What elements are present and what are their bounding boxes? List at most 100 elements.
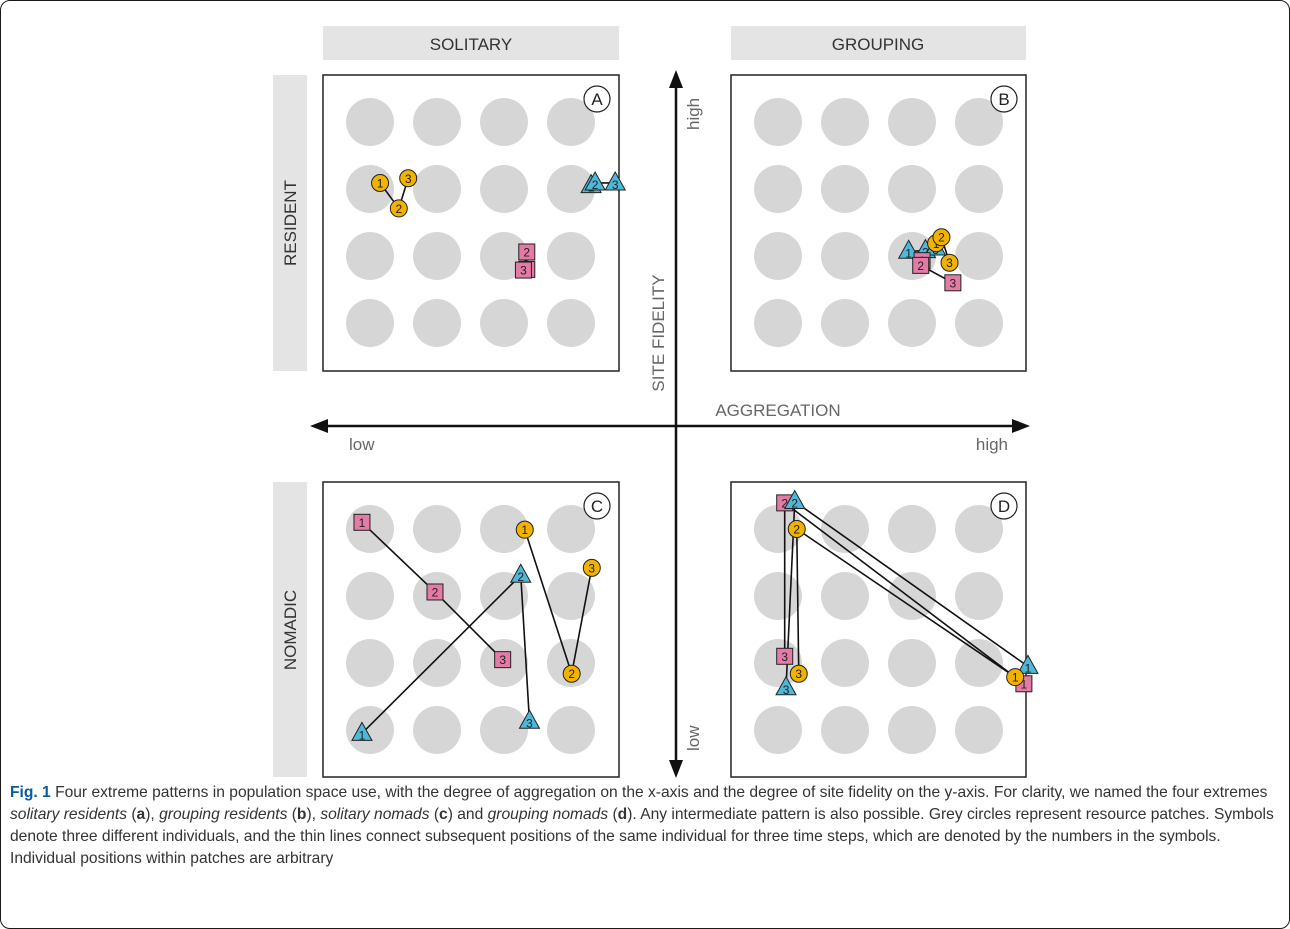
resource-patch xyxy=(821,706,869,754)
resource-patch xyxy=(480,505,528,553)
resource-patch xyxy=(547,165,595,213)
step-number-label: 2 xyxy=(523,245,530,259)
caption-punct: ( xyxy=(287,806,297,823)
resource-patch xyxy=(955,165,1003,213)
individual-circle-step-3 xyxy=(789,664,808,683)
step-number-label: 3 xyxy=(520,264,527,278)
step-number-label: 2 xyxy=(395,202,402,216)
resource-patch xyxy=(821,232,869,280)
step-number-label: 3 xyxy=(946,256,953,270)
resource-patch xyxy=(821,505,869,553)
resource-patch xyxy=(480,572,528,620)
site-fidelity-label: SITE FIDELITY xyxy=(649,274,668,391)
caption-panel-ref-d: d xyxy=(617,806,628,823)
caption-punct: ( xyxy=(429,806,440,823)
resource-patch xyxy=(888,639,936,687)
individual-circle-step-3 xyxy=(940,253,959,272)
caption-term-solitary-residents: solitary residents xyxy=(10,806,127,823)
step-number-label: 1 xyxy=(1021,677,1028,691)
resource-patch xyxy=(346,299,394,347)
individual-circle-step-1 xyxy=(371,173,390,192)
panel-letter: C xyxy=(591,497,603,516)
resource-patch xyxy=(480,299,528,347)
nomadic-header-band xyxy=(273,482,307,777)
step-number-label: 3 xyxy=(588,561,595,575)
resource-patch xyxy=(413,505,461,553)
step-number-label: 1 xyxy=(1012,671,1019,685)
resource-patch xyxy=(821,165,869,213)
individual-square-step-2 xyxy=(518,243,536,261)
resource-patch xyxy=(888,165,936,213)
aggregation-label: AGGREGATION xyxy=(715,401,840,420)
caption-panel-ref-b: b xyxy=(296,806,307,823)
individual-square-step-1 xyxy=(353,513,371,531)
individual-triangle-step-2 xyxy=(783,489,806,510)
resource-patch xyxy=(754,232,802,280)
resource-patch xyxy=(955,232,1003,280)
individual-triangle-step-3 xyxy=(775,675,797,696)
caption-panel-ref-c: c xyxy=(439,806,448,823)
aggregation-axis xyxy=(310,419,1030,433)
resource-patch xyxy=(547,299,595,347)
caption-punct: ( xyxy=(608,806,618,823)
resource-patch xyxy=(955,639,1003,687)
step-number-label: 3 xyxy=(781,650,788,664)
panel-solitary-residents: A123123123 xyxy=(322,74,627,372)
solitary-header: SOLITARY xyxy=(430,35,513,54)
resource-patch xyxy=(346,165,394,213)
resource-patch xyxy=(413,639,461,687)
individual-square-step-3 xyxy=(514,261,532,279)
individual-triangle-step-1 xyxy=(351,721,373,741)
individual-circle-step-2 xyxy=(787,520,806,538)
step-number-label: 2 xyxy=(432,585,439,599)
resource-patch xyxy=(754,165,802,213)
resource-patch xyxy=(547,572,595,620)
individual-circle-step-1 xyxy=(515,520,534,539)
resource-patch xyxy=(821,299,869,347)
resource-patch xyxy=(888,98,936,146)
step-number-label: 3 xyxy=(526,716,533,730)
population-space-use-diagram: SOLITARY GROUPING RESIDENT NOMADIC AGGRE… xyxy=(273,26,1039,778)
caption-text-1: Four extreme patterns in population spac… xyxy=(50,784,1268,801)
resident-header: RESIDENT xyxy=(281,180,300,266)
caption-punct: ), xyxy=(306,806,321,823)
resource-patch xyxy=(480,165,528,213)
grouping-header-band xyxy=(731,26,1026,60)
step-number-label: 2 xyxy=(791,497,798,511)
panel-solitary-nomads: C 1 2 3 1 2 3 1 2 3 xyxy=(322,481,620,778)
resource-patch xyxy=(346,98,394,146)
step-number-label: 3 xyxy=(499,653,506,667)
resource-patch xyxy=(754,505,802,553)
panel-grouping-residents: B123123123 xyxy=(730,74,1027,372)
solitary-header-band xyxy=(323,26,619,60)
resource-patch xyxy=(346,572,394,620)
resident-header-band xyxy=(273,75,307,371)
resource-patch xyxy=(955,572,1003,620)
resource-patch xyxy=(821,98,869,146)
grouping-header: GROUPING xyxy=(832,35,925,54)
resource-patch xyxy=(821,639,869,687)
panel-letter-badge xyxy=(990,85,1018,113)
individual-circle-step-3 xyxy=(399,169,418,188)
resource-patch xyxy=(413,299,461,347)
individual-triangle-step-2 xyxy=(584,170,606,191)
caption-panel-ref-a: a xyxy=(136,806,146,823)
individual-circle-step-1 xyxy=(1006,668,1025,687)
site-fidelity-low-label: low xyxy=(684,725,703,751)
resource-patch xyxy=(888,505,936,553)
resource-patch xyxy=(888,706,936,754)
resource-patch xyxy=(955,98,1003,146)
caption-punct: ) and xyxy=(447,806,488,823)
resource-patch xyxy=(821,572,869,620)
resource-patch xyxy=(754,299,802,347)
individual-triangle-step-3 xyxy=(518,709,541,729)
individual-circle-step-2 xyxy=(389,199,408,218)
step-number-label: 1 xyxy=(1025,661,1032,675)
caption-term-grouping-residents: grouping residents xyxy=(159,806,288,823)
resource-patch xyxy=(413,165,461,213)
resource-patch xyxy=(955,505,1003,553)
individual-circle-step-3 xyxy=(582,558,601,577)
step-number-label: 3 xyxy=(783,683,790,697)
top-arrowhead xyxy=(669,70,683,88)
individual-circle-step-2 xyxy=(562,664,581,683)
